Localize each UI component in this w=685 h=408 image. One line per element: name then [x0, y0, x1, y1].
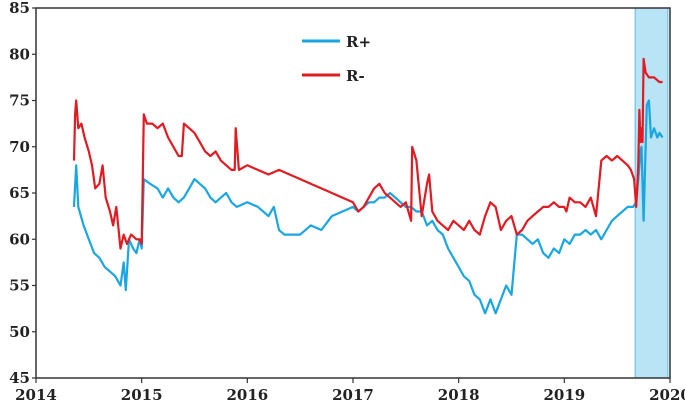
y-tick-label: 60: [9, 230, 30, 248]
y-tick-label: 50: [9, 323, 30, 341]
highlight-region-layer: [634, 7, 669, 379]
series-layer: [72, 57, 664, 315]
legend-label: R-: [346, 67, 365, 85]
highlight-region: [634, 7, 669, 379]
x-tick-label: 2020: [649, 386, 685, 404]
y-tick-label: 75: [9, 92, 30, 110]
y-tick-label: 85: [9, 0, 30, 17]
series-line-r-minus: [72, 57, 663, 250]
x-tick-label: 2019: [543, 386, 585, 404]
x-axis: 2014 2015 2016 2017 2018 2019 2020: [15, 378, 685, 404]
y-tick-label: 45: [9, 369, 30, 387]
x-tick-label: 2016: [226, 386, 268, 404]
y-tick-label: 80: [9, 45, 30, 63]
x-tick-label: 2018: [438, 386, 480, 404]
y-axis: 45 50 55 60 65 70 75 80 85: [9, 0, 36, 387]
series-line-r-plus: [72, 99, 664, 315]
legend: R+ R-: [302, 33, 371, 85]
y-tick-label: 70: [9, 138, 30, 156]
x-tick-label: 2017: [332, 386, 374, 404]
y-tick-label: 65: [9, 184, 30, 202]
x-tick-label: 2014: [15, 386, 57, 404]
legend-label: R+: [346, 33, 371, 51]
plot-area-frame: [35, 7, 671, 379]
y-tick-label: 55: [9, 277, 30, 295]
x-tick-label: 2015: [121, 386, 163, 404]
